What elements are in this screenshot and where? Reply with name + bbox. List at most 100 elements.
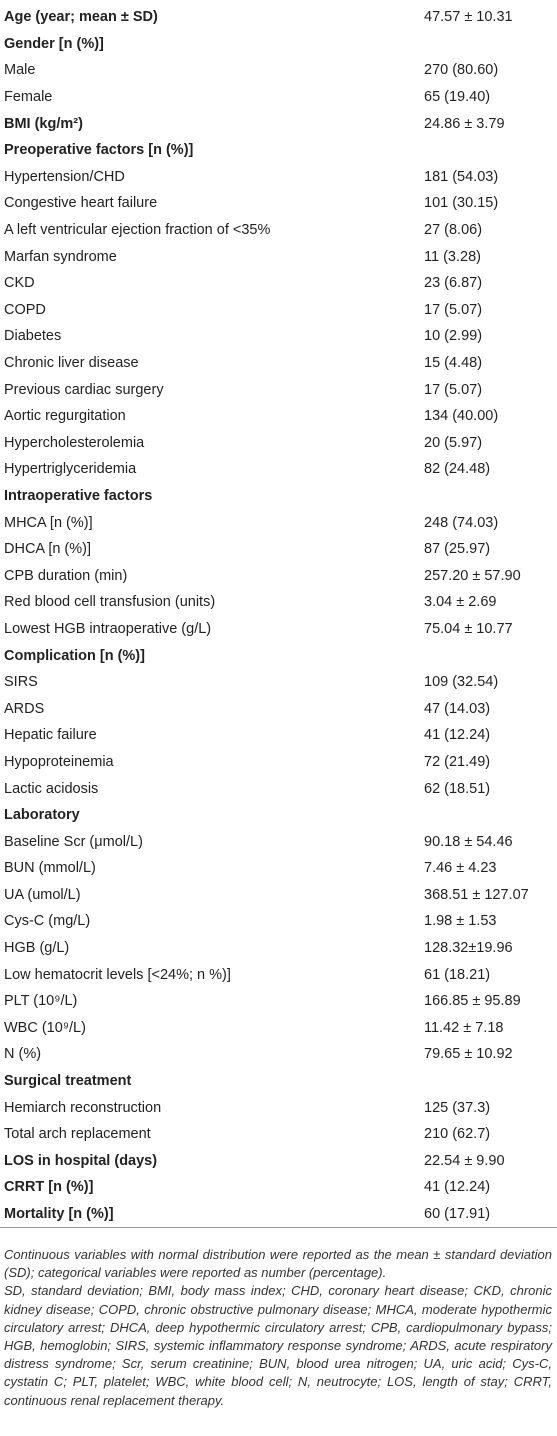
table-row: Intraoperative factors (0, 483, 557, 510)
table-row: Red blood cell transfusion (units) 3.04 ±… (0, 589, 557, 616)
table-row: Cys-C (mg/L) 1.98 ± 1.53 (0, 908, 557, 935)
row-value: 248 (74.03) (424, 514, 499, 531)
row-label: ARDS (4, 700, 45, 717)
row-label: COPD (4, 301, 46, 318)
row-label: Previous cardiac surgery (4, 381, 164, 398)
row-value: 72 (21.49) (424, 753, 491, 770)
row-value: 11.42 ± 7.18 (424, 1019, 504, 1036)
footnote: Continuous variables with normal distrib… (4, 1247, 552, 1281)
row-label: Marfan syndrome (4, 248, 117, 265)
row-label: N (%) (4, 1046, 42, 1063)
row-value: 87 (25.97) (424, 541, 491, 558)
row-value: 109 (32.54) (424, 674, 499, 691)
row-label: CPB duration (min) (4, 567, 128, 584)
row-label: Aortic regurgitation (4, 408, 126, 425)
row-value: 47.57 ± 10.31 (424, 9, 513, 26)
row-value: 10 (2.99) (424, 328, 483, 345)
row-value: 101 (30.15) (424, 195, 499, 212)
row-label: Hypertension/CHD (4, 168, 125, 185)
row-label: Hypoproteinemia (4, 753, 114, 770)
table-row: Gender [n (%)] (0, 31, 557, 58)
table-row: Congestive heart failure 101 (30.15) (0, 190, 557, 217)
row-value: 23 (6.87) (424, 275, 483, 292)
row-value: 270 (80.60) (424, 62, 499, 79)
table-row: Hemiarch reconstruction 125 (37.3) (0, 1094, 557, 1121)
table-row: Hypoproteinemia 72 (21.49) (0, 749, 557, 776)
row-value: 61 (18.21) (424, 966, 491, 983)
table-row: Hypercholesterolemia 20 (5.97) (0, 430, 557, 457)
table-row: LOS in hospital (days) 22.54 ± 9.90 (0, 1148, 557, 1175)
row-label: WBC (10⁹/L) (4, 1019, 86, 1036)
row-label: Complication [n (%)] (4, 647, 145, 664)
table-row: Aortic regurgitation 134 (40.00) (0, 403, 557, 430)
table-row: CKD 23 (6.87) (0, 270, 557, 297)
row-label: Female (4, 89, 53, 106)
row-label: Preoperative factors [n (%)] (4, 142, 194, 159)
table-row: CRRT [n (%)] 41 (12.24) (0, 1174, 557, 1201)
table-row: Preoperative factors [n (%)] (0, 137, 557, 164)
row-value: 65 (19.40) (424, 89, 491, 106)
row-label: Baseline Scr (μmol/L) (4, 833, 143, 850)
row-label: Male (4, 62, 36, 79)
row-label: Hypercholesterolemia (4, 434, 145, 451)
table-row: SIRS 109 (32.54) (0, 669, 557, 696)
row-value: 257.20 ± 57.90 (424, 567, 521, 584)
table-row: HGB (g/L) 128.32±19.96 (0, 935, 557, 962)
row-label: CRRT [n (%)] (4, 1179, 94, 1196)
row-value: 17 (5.07) (424, 301, 483, 318)
table-row: Surgical treatment (0, 1068, 557, 1095)
table-row: Laboratory (0, 802, 557, 829)
row-label: A left ventricular ejection fraction of … (4, 222, 271, 239)
row-value: 3.04 ± 2.69 (424, 594, 497, 611)
table-row: Baseline Scr (μmol/L) 90.18 ± 54.46 (0, 828, 557, 855)
table-row: Complication [n (%)] (0, 642, 557, 669)
row-value: 20 (5.97) (424, 434, 483, 451)
row-value: 27 (8.06) (424, 222, 483, 239)
table-row: UA (umol/L) 368.51 ± 127.07 (0, 882, 557, 909)
table-row: WBC (10⁹/L) 11.42 ± 7.18 (0, 1015, 557, 1042)
table-row: Mortality [n (%)] 60 (17.91) (0, 1201, 557, 1228)
row-label: Lactic acidosis (4, 780, 99, 797)
row-label: CKD (4, 275, 35, 292)
table-row: Hypertension/CHD 181 (54.03) (0, 164, 557, 191)
table-row: Low hematocrit levels [<24%; n %)] 61 (18… (0, 961, 557, 988)
row-label: Cys-C (mg/L) (4, 913, 91, 930)
row-label: Hypertriglyceridemia (4, 461, 137, 478)
row-label: LOS in hospital (days) (4, 1152, 158, 1169)
table-row: Chronic liver disease 15 (4.48) (0, 350, 557, 377)
table-row: N (%) 79.65 ± 10.92 (0, 1041, 557, 1068)
row-value: 41 (12.24) (424, 727, 491, 744)
row-label: MHCA [n (%)] (4, 514, 93, 531)
table-row: Male 270 (80.60) (0, 57, 557, 84)
row-value: 24.86 ± 3.79 (424, 115, 505, 132)
row-label: Chronic liver disease (4, 355, 139, 372)
row-label: Laboratory (4, 807, 80, 824)
row-label: Mortality [n (%)] (4, 1206, 114, 1223)
row-label: Lowest HGB intraoperative (g/L) (4, 620, 212, 637)
row-label: Red blood cell transfusion (units) (4, 594, 216, 611)
row-value: 41 (12.24) (424, 1179, 491, 1196)
row-value: 125 (37.3) (424, 1099, 491, 1116)
table-row: Lowest HGB intraoperative (g/L) 75.04 ± 1… (0, 616, 557, 643)
row-label: HGB (g/L) (4, 940, 70, 957)
row-label: Hepatic failure (4, 727, 97, 744)
table-row: Female 65 (19.40) (0, 84, 557, 111)
row-label: Total arch replacement (4, 1126, 151, 1143)
table-row: DHCA [n (%)] 87 (25.97) (0, 536, 557, 563)
row-value: 11 (3.28) (424, 248, 481, 265)
table-row: Lactic acidosis 62 (18.51) (0, 775, 557, 802)
row-label: Congestive heart failure (4, 195, 158, 212)
row-value: 82 (24.48) (424, 461, 491, 478)
table-row: BMI (kg/m²) 24.86 ± 3.79 (0, 110, 557, 137)
table-row: Age (year; mean ± SD) 47.57 ± 10.31 (0, 4, 557, 31)
table-row: Diabetes 10 (2.99) (0, 323, 557, 350)
table-row: CPB duration (min) 257.20 ± 57.90 (0, 562, 557, 589)
row-value: 22.54 ± 9.90 (424, 1152, 505, 1169)
row-label: BMI (kg/m²) (4, 115, 83, 132)
row-value: 368.51 ± 127.07 (424, 886, 529, 903)
row-value: 75.04 ± 10.77 (424, 620, 513, 637)
row-value: 62 (18.51) (424, 780, 491, 797)
table-row: MHCA [n (%)] 248 (74.03) (0, 509, 557, 536)
row-value: 134 (40.00) (424, 408, 499, 425)
